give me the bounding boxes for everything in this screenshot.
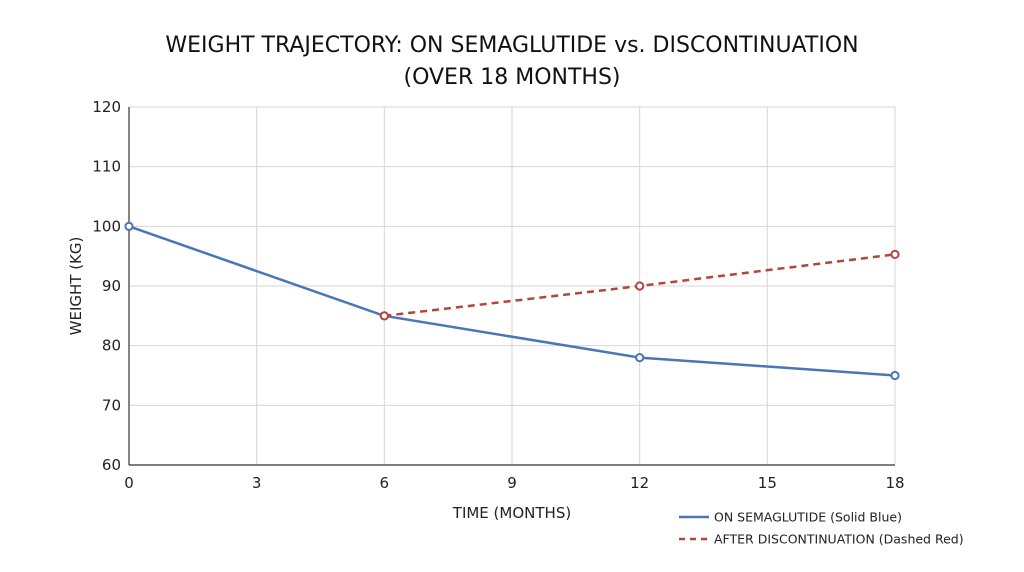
- grid: [128, 106, 896, 466]
- data-point-2: [379, 311, 389, 321]
- series-line-1: [128, 225, 896, 377]
- x-tick-label: 6: [380, 474, 390, 492]
- x-axis-label: TIME (MONTHS): [452, 504, 571, 522]
- tick-labels: 60 70 80 90 100 110 120 0 3 6 9 12 15 18: [92, 98, 904, 492]
- y-axis-label: WEIGHT (KG): [67, 237, 85, 336]
- legend-label-1: ON SEMAGLUTIDE (Solid Blue): [714, 510, 902, 525]
- x-tick-label: 18: [885, 474, 904, 492]
- data-point-2: [890, 249, 900, 259]
- y-tick-label: 60: [102, 456, 121, 474]
- y-tick-label: 110: [92, 158, 121, 176]
- legend-label-2: AFTER DISCONTINUATION (Dashed Red): [714, 532, 964, 547]
- y-tick-label: 100: [92, 217, 121, 235]
- data-point-1: [124, 221, 134, 231]
- x-tick-label: 15: [758, 474, 777, 492]
- data-point-1: [890, 370, 900, 381]
- chart-title-line-2: (OVER 18 MONTHS): [403, 65, 620, 90]
- y-tick-label: 90: [102, 277, 121, 295]
- data-point-1: [635, 353, 645, 363]
- data-point-2: [635, 281, 645, 291]
- chart-title-line-1: WEIGHT TRAJECTORY: ON SEMAGLUTIDE vs. DI…: [165, 33, 858, 58]
- y-tick-label: 120: [92, 98, 121, 116]
- x-tick-label: 3: [252, 474, 262, 492]
- x-tick-label: 9: [507, 474, 517, 492]
- x-tick-label: 12: [630, 474, 649, 492]
- y-tick-label: 80: [102, 337, 121, 355]
- y-tick-label: 70: [102, 396, 121, 414]
- x-tick-label: 0: [124, 474, 134, 492]
- series-group: [124, 221, 900, 381]
- legend: ON SEMAGLUTIDE (Solid Blue) AFTER DISCONT…: [679, 510, 964, 547]
